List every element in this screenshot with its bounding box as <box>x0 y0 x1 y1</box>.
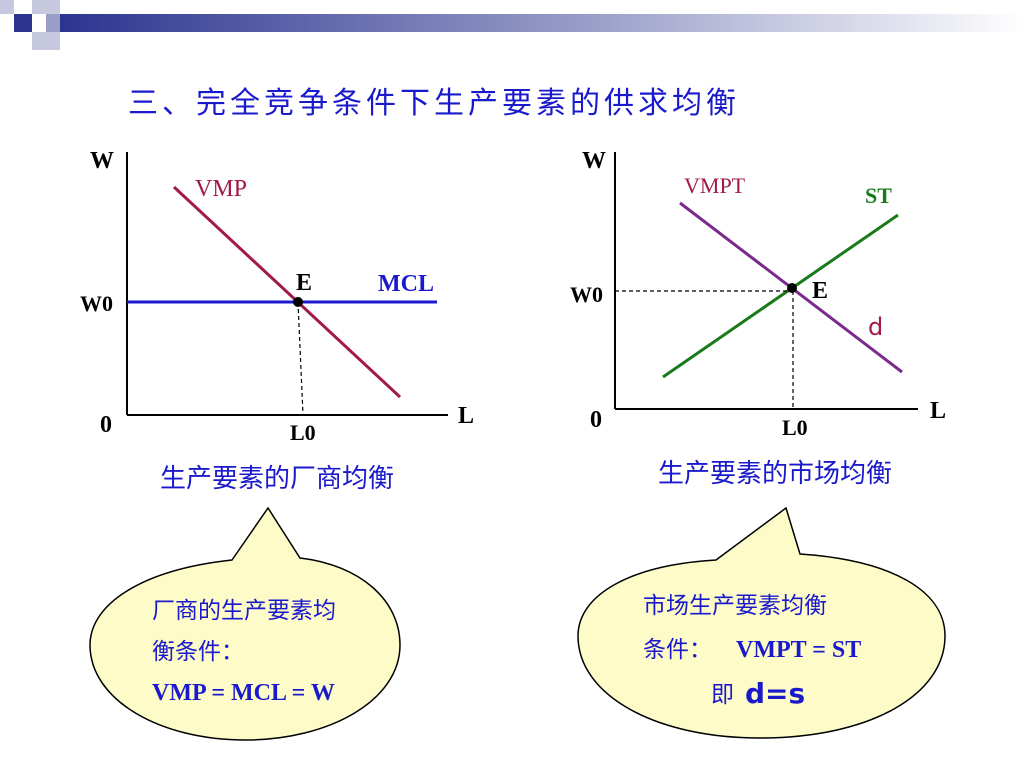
right-bubble-line3-prefix: 即 <box>711 682 734 708</box>
left-speech-bubble <box>89 506 401 741</box>
x-axis-label: L <box>458 403 474 429</box>
y-axis-label: W <box>90 148 114 174</box>
firm-equilibrium-diagram: W L 0 W0 L0 E VMP MCL 生产要素的厂商均衡 厂商的生产要素均… <box>80 148 474 741</box>
wage-label: W0 <box>570 282 603 307</box>
deco-square <box>46 14 60 32</box>
right-bubble-formula: VMPT = ST <box>736 637 861 663</box>
quantity-label: L0 <box>782 415 808 440</box>
supply-label: ST <box>865 183 892 208</box>
equilibrium-point <box>787 283 797 293</box>
deco-square <box>32 32 60 50</box>
supply-line <box>662 213 899 379</box>
origin-label: 0 <box>100 412 112 438</box>
vmp-label: VMP <box>195 176 247 202</box>
right-speech-bubble <box>577 506 946 739</box>
market-caption: 生产要素的市场均衡 <box>658 459 892 489</box>
left-bubble-line2: 衡条件： <box>152 639 244 665</box>
deco-square <box>32 0 60 14</box>
header-bar <box>60 14 1024 32</box>
right-bubble-line3-formula: d=s <box>745 677 805 710</box>
firm-caption: 生产要素的厂商均衡 <box>160 464 394 494</box>
deco-square <box>0 0 14 14</box>
right-bubble-line1: 市场生产要素均衡 <box>643 593 827 619</box>
left-bubble-formula: VMP = MCL = W <box>152 680 335 706</box>
wage-label: W0 <box>80 291 113 316</box>
demand-small-label: d <box>868 313 883 341</box>
x-axis-label: L <box>930 398 946 424</box>
vmp-market-label: VMPT <box>684 173 746 198</box>
quantity-label: L0 <box>290 420 316 445</box>
page-title: 三、完全竞争条件下生产要素的供求均衡 <box>128 86 740 121</box>
vmp-line <box>172 185 402 399</box>
corner-decoration <box>0 0 1024 50</box>
deco-square <box>14 14 32 32</box>
origin-label: 0 <box>590 407 602 433</box>
l0-dashed-line <box>297 301 304 416</box>
left-bubble-line1: 厂商的生产要素均 <box>152 598 336 624</box>
right-bubble-line2-text: 条件： <box>643 637 712 663</box>
equilibrium-point <box>293 297 303 307</box>
equilibrium-label: E <box>296 270 312 296</box>
y-axis-label: W <box>582 148 606 174</box>
mcl-label: MCL <box>378 271 434 297</box>
equilibrium-label: E <box>812 278 828 304</box>
